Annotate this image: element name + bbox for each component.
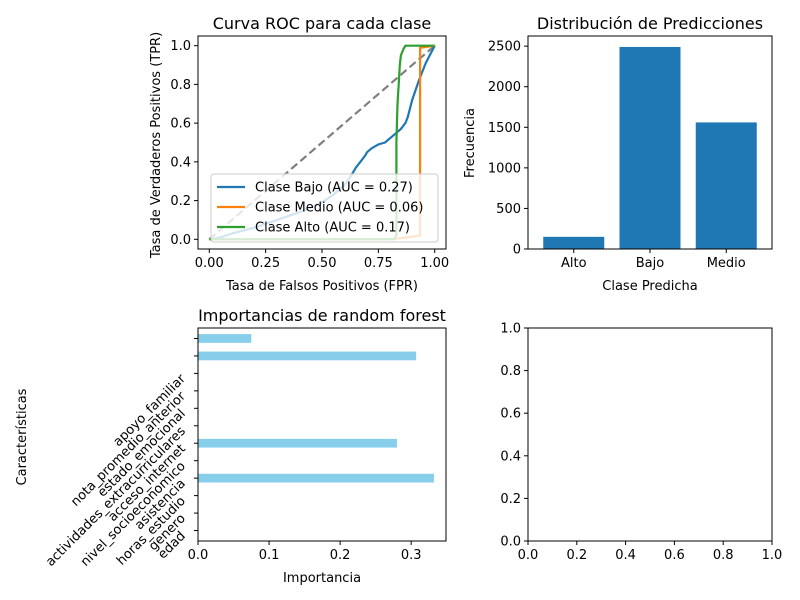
roc-ytick-label: 0.4 [170, 155, 191, 170]
imp-bar [198, 438, 397, 448]
dist-axes-frame [527, 35, 773, 250]
empty-ytick-label: 0.6 [500, 407, 521, 422]
dist-ytick-label: 2000 [488, 80, 521, 95]
dist-xlabel: Clase Predicha [602, 279, 697, 294]
roc-xtick-label: 1.00 [420, 256, 449, 271]
empty-ytick-label: 0.4 [500, 449, 521, 464]
roc-legend-box [210, 173, 439, 243]
dist-bar [695, 122, 757, 249]
imp-xtick-label: 0.3 [401, 548, 422, 563]
empty-ytick-label: 0.2 [500, 492, 521, 507]
imp-bar [198, 473, 434, 483]
imp-xtick-label: 0.0 [188, 548, 209, 563]
dist-bar [619, 46, 681, 249]
empty-ytick-label: 1.0 [500, 322, 521, 337]
roc-ytick-label: 0.2 [170, 194, 191, 209]
roc-legend-label: Clase Alto (AUC = 0.17) [255, 221, 410, 236]
distribution-chart: Distribución de Predicciones Clase Predi… [463, 14, 773, 294]
empty-chart: 0.0 0.2 0.4 0.6 0.8 1.0 0.0 0.2 0.4 0.6 0.8 1.0 [500, 322, 782, 564]
empty-xtick-label: 0.8 [713, 548, 734, 563]
imp-axes-frame [197, 327, 447, 542]
roc-legend-label: Clase Medio (AUC = 0.06) [255, 201, 423, 216]
empty-xtick-label: 0.6 [664, 548, 685, 563]
imp-bar [198, 351, 417, 361]
empty-axes-frame [527, 327, 773, 542]
dist-ytick-label: 500 [496, 202, 521, 217]
roc-xtick-label: 0.25 [251, 256, 280, 271]
roc-ylabel: Tasa de Verdaderos Positivos (TPR) [149, 32, 164, 259]
imp-xtick-label: 0.2 [330, 548, 351, 563]
imp-ylabel: Características [15, 388, 30, 485]
dist-ytick-label: 0 [513, 243, 521, 258]
roc-axes-frame [197, 35, 447, 250]
roc-chart: Curva ROC para cada clase Tasa de Falsos… [149, 14, 449, 294]
dist-ytick-label: 1500 [488, 121, 521, 136]
roc-ytick-label: 0.8 [170, 78, 191, 93]
roc-xtick-label: 0.00 [195, 256, 224, 271]
roc-xtick-label: 0.75 [364, 256, 393, 271]
imp-bar [198, 334, 252, 343]
roc-ytick-label: 0.6 [170, 117, 191, 132]
dist-xtick-label: Bajo [636, 256, 664, 271]
dist-ytick-label: 2500 [488, 40, 521, 55]
empty-xtick-label: 1.0 [762, 548, 783, 563]
imp-title: Importancias de random forest [198, 306, 446, 325]
roc-legend-label: Clase Bajo (AUC = 0.27) [255, 181, 413, 196]
dist-ylabel: Frecuencia [463, 108, 478, 178]
dist-xtick-label: Alto [561, 256, 587, 271]
roc-ytick-label: 1.0 [170, 39, 191, 54]
dist-bar [543, 236, 605, 249]
roc-ytick-label: 0.0 [170, 233, 191, 248]
roc-title: Curva ROC para cada clase [213, 14, 432, 33]
imp-xlabel: Importancia [283, 571, 361, 586]
roc-xlabel: Tasa de Falsos Positivos (FPR) [225, 279, 418, 294]
empty-xtick-label: 0.4 [615, 548, 636, 563]
empty-ytick-label: 0.8 [500, 364, 521, 379]
roc-xtick-label: 0.50 [308, 256, 337, 271]
empty-xtick-label: 0.2 [566, 548, 587, 563]
dist-xtick-label: Medio [707, 256, 746, 271]
dist-title: Distribución de Predicciones [537, 14, 763, 33]
empty-xtick-label: 0.0 [518, 548, 539, 563]
empty-ytick-label: 0.0 [500, 535, 521, 550]
dist-ytick-label: 1000 [488, 161, 521, 176]
imp-xtick-label: 0.1 [259, 548, 280, 563]
roc-legend: Clase Bajo (AUC = 0.27) Clase Medio (AUC … [210, 173, 439, 243]
